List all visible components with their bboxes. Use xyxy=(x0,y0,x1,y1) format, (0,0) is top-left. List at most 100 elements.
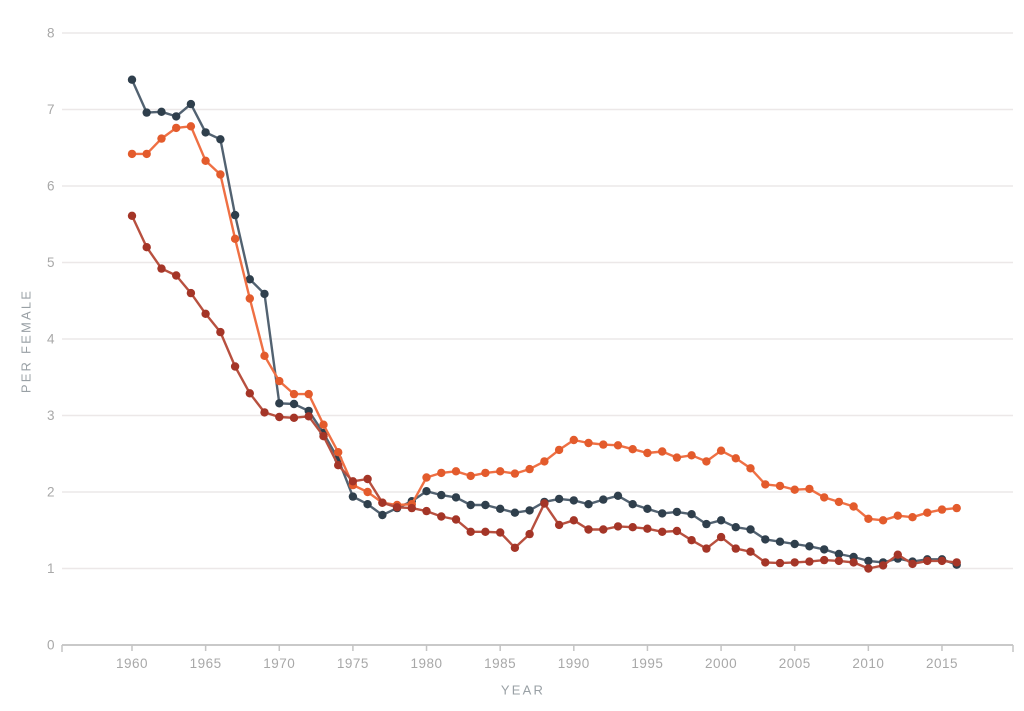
x-tick-label: 1990 xyxy=(558,656,590,671)
orange-series-point xyxy=(525,464,534,474)
orange-series-point xyxy=(569,435,578,445)
orange-series-point xyxy=(481,468,490,478)
dark-red-series-point xyxy=(628,523,637,532)
orange-series-point xyxy=(584,438,593,448)
dark-slate-series-point xyxy=(613,491,623,500)
dark-red-series-point xyxy=(834,556,844,566)
orange-series-point xyxy=(451,467,461,476)
dark-red-series-point xyxy=(672,526,682,536)
x-tick-label: 1965 xyxy=(190,656,222,671)
dark-slate-series-point xyxy=(172,112,181,121)
orange-series-point xyxy=(157,134,166,143)
dark-red-series-point xyxy=(658,527,667,536)
dark-slate-series-point xyxy=(466,500,475,510)
dark-red-series-point xyxy=(554,520,564,530)
dark-slate-series-point xyxy=(569,496,578,505)
dark-slate-series-point xyxy=(451,493,461,502)
dark-red-series-point xyxy=(805,557,814,566)
y-tick-label: 5 xyxy=(47,255,55,270)
x-tick-label: 1995 xyxy=(631,656,663,671)
y-axis-title: PER FEMALE xyxy=(18,288,34,394)
orange-series-point xyxy=(186,122,196,131)
orange-series-point xyxy=(746,464,755,473)
dark-slate-series-point xyxy=(761,535,770,544)
dark-slate-series-point xyxy=(481,500,490,510)
y-tick-label: 3 xyxy=(47,408,55,423)
dark-red-series-point xyxy=(569,516,578,525)
dark-slate-series-point xyxy=(687,510,696,519)
dark-slate-series-point xyxy=(672,507,682,517)
orange-series-point xyxy=(540,457,549,466)
dark-slate-series-point xyxy=(746,525,755,534)
dark-red-series-point xyxy=(599,525,608,534)
dark-red-series-point xyxy=(643,524,652,533)
orange-series-point xyxy=(893,511,902,520)
x-axis-title: YEAR xyxy=(500,682,546,698)
orange-series-point xyxy=(142,149,151,159)
orange-series-point xyxy=(628,445,637,454)
orange-series-point xyxy=(245,294,254,303)
y-tick-label: 7 xyxy=(47,102,55,117)
dark-slate-series-point xyxy=(805,542,814,551)
orange-series-point xyxy=(849,502,858,511)
dark-red-series-point xyxy=(186,288,196,298)
dark-slate-series-point xyxy=(142,108,151,117)
orange-series-point xyxy=(319,420,328,429)
dark-red-series-point xyxy=(613,522,623,531)
dark-slate-series-point xyxy=(157,107,166,117)
orange-series-point xyxy=(643,448,652,458)
dark-red-series-point xyxy=(451,515,461,524)
dark-slate-series-point xyxy=(275,399,284,408)
dark-red-series-point xyxy=(422,506,431,516)
dark-slate-series-point xyxy=(186,99,196,109)
y-tick-label: 1 xyxy=(47,561,55,576)
dark-red-series-point xyxy=(923,556,932,566)
orange-series-point xyxy=(878,516,888,525)
orange-series-point xyxy=(613,441,623,450)
orange-series-point xyxy=(554,445,564,455)
dark-slate-series-point xyxy=(716,516,726,525)
dark-slate-series-point xyxy=(702,519,711,529)
orange-series-point xyxy=(775,481,785,491)
orange-series-point xyxy=(363,487,372,497)
dark-slate-series-point xyxy=(599,495,608,504)
orange-series-point xyxy=(731,454,740,463)
dark-slate-series-point xyxy=(230,210,240,220)
dark-slate-series-point xyxy=(790,539,799,549)
dark-slate-series-point xyxy=(260,289,269,299)
dark-slate-series-point xyxy=(820,545,829,554)
dark-red-series-point xyxy=(245,389,254,398)
dark-red-series-point xyxy=(510,543,520,552)
x-tick-label: 1985 xyxy=(484,656,516,671)
orange-series-point xyxy=(466,471,475,481)
y-tick-label: 2 xyxy=(47,485,55,500)
dark-red-series-point xyxy=(437,512,446,521)
orange-series-point xyxy=(172,123,181,133)
orange-series-point xyxy=(496,467,505,476)
dark-red-series-point xyxy=(746,547,755,556)
dark-red-series-point xyxy=(716,532,726,542)
orange-series-point xyxy=(761,480,770,489)
dark-red-series-point xyxy=(348,477,358,486)
dark-red-series-point xyxy=(525,529,534,539)
dark-red-series-point xyxy=(878,561,888,570)
dark-red-series-point xyxy=(952,558,961,567)
x-tick-label: 1960 xyxy=(116,656,148,671)
x-tick-label: 1980 xyxy=(411,656,443,671)
orange-series-point xyxy=(304,389,313,399)
dark-red-series-point xyxy=(775,558,785,568)
dark-red-series-point xyxy=(864,564,873,573)
orange-series-point xyxy=(864,514,873,523)
orange-series-point xyxy=(422,473,431,482)
dark-red-series-point xyxy=(702,544,711,553)
dark-red-series-point xyxy=(761,558,770,567)
dark-slate-series-point xyxy=(378,510,387,520)
dark-slate-series-point xyxy=(289,399,299,409)
dark-slate-series-point xyxy=(775,537,785,546)
dark-red-series-point xyxy=(142,243,151,252)
x-tick-label: 1975 xyxy=(337,656,369,671)
y-tick-label: 0 xyxy=(47,638,55,653)
dark-slate-series-point xyxy=(496,504,505,513)
orange-series-point xyxy=(805,484,814,494)
